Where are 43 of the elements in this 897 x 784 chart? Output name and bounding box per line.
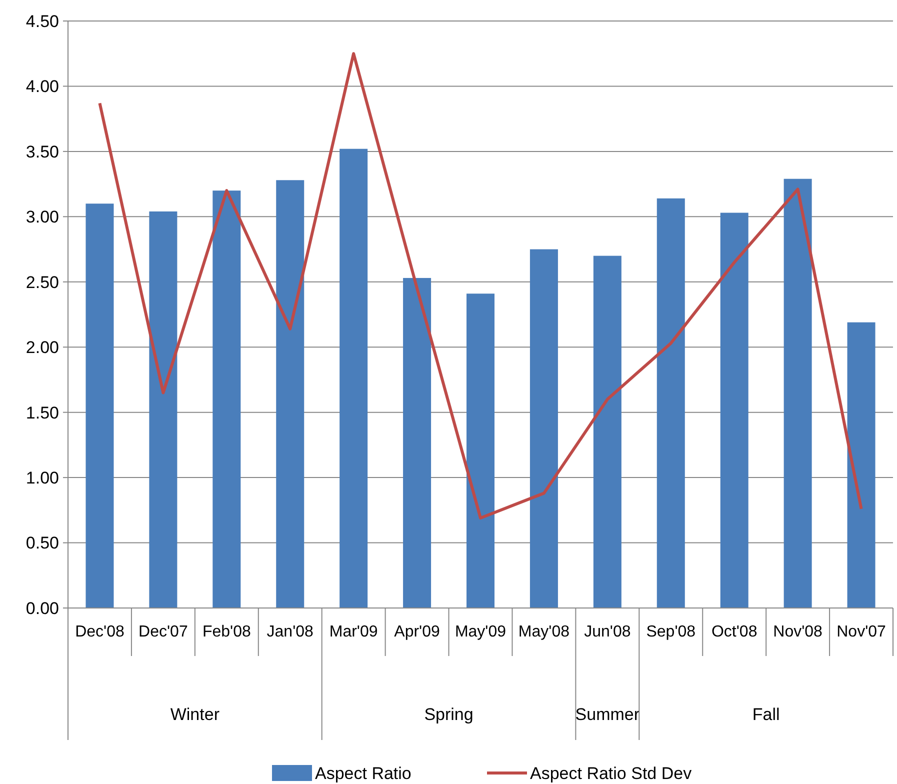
bar	[86, 204, 114, 608]
bar	[212, 190, 241, 608]
x-tick-label: Mar'09	[329, 624, 378, 641]
bar	[720, 212, 748, 608]
x-tick-label: Jan'08	[266, 624, 314, 641]
text: Fall	[752, 704, 780, 724]
bar	[340, 148, 368, 608]
y-tick-label: 3.50	[26, 142, 59, 162]
line-series	[98, 52, 863, 520]
text: Spring	[424, 704, 474, 724]
text: Winter	[170, 704, 220, 724]
bar	[466, 294, 494, 608]
bar	[276, 180, 304, 608]
y-tick-label: 4.00	[26, 77, 59, 96]
x-tick-label: May'09	[454, 624, 506, 641]
y-tick-label: 1.00	[26, 468, 59, 488]
bar	[530, 249, 558, 608]
bar	[403, 278, 432, 608]
bar	[656, 198, 685, 608]
y-tick-label: 2.00	[26, 338, 59, 358]
y-tick-label: 4.50	[26, 12, 59, 31]
y-tick-label: 0.00	[26, 598, 59, 618]
bar	[847, 322, 876, 608]
text: Summer	[575, 704, 640, 724]
x-tick-label: Sep'08	[646, 624, 696, 641]
y-tick-label: 2.50	[26, 272, 59, 292]
bar	[784, 178, 812, 608]
y-tick-label: 0.50	[26, 534, 59, 553]
x-tick-label: Dec'07	[138, 624, 188, 641]
x-tick-label: Nov'08	[773, 624, 823, 641]
y-tick-label: 1.50	[26, 403, 59, 422]
legend-label: Aspect Ratio Std Dev	[530, 764, 692, 783]
x-tick-label: Apr'09	[394, 624, 440, 641]
x-tick-label: Oct'08	[711, 624, 758, 641]
x-tick-label: May'08	[518, 624, 570, 641]
x-tick-label: Feb'08	[202, 624, 251, 641]
y-tick-label: 3.00	[26, 208, 59, 227]
x-tick-label: Jun'08	[584, 624, 631, 641]
x-tick-label: Dec'08	[75, 624, 124, 641]
bar	[593, 256, 622, 608]
x-tick-label: Nov'07	[836, 624, 886, 641]
legend-label: Aspect Ratio	[315, 764, 412, 783]
bar	[149, 211, 178, 608]
